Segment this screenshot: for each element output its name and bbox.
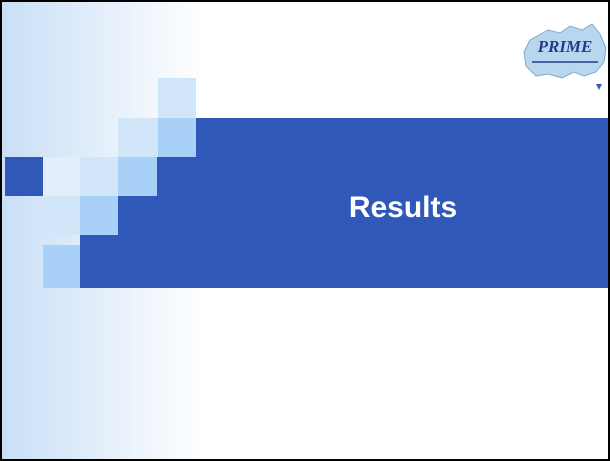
square (43, 196, 80, 235)
logo-island (596, 84, 602, 90)
square (80, 157, 118, 196)
banner-step (80, 235, 120, 288)
square (43, 245, 80, 288)
square (158, 118, 196, 157)
slide-title: Results (349, 191, 457, 224)
logo: PRIME (523, 23, 607, 90)
square (80, 196, 118, 235)
square (158, 78, 196, 118)
banner-main (195, 118, 610, 288)
square (118, 118, 158, 157)
square (5, 157, 43, 196)
squares (5, 78, 196, 288)
square (118, 157, 157, 196)
banner-step (157, 157, 197, 288)
logo-map (523, 23, 607, 79)
banner-step (118, 196, 159, 288)
banner (80, 118, 610, 288)
logo-text: PRIME (537, 37, 593, 56)
square (43, 157, 80, 196)
